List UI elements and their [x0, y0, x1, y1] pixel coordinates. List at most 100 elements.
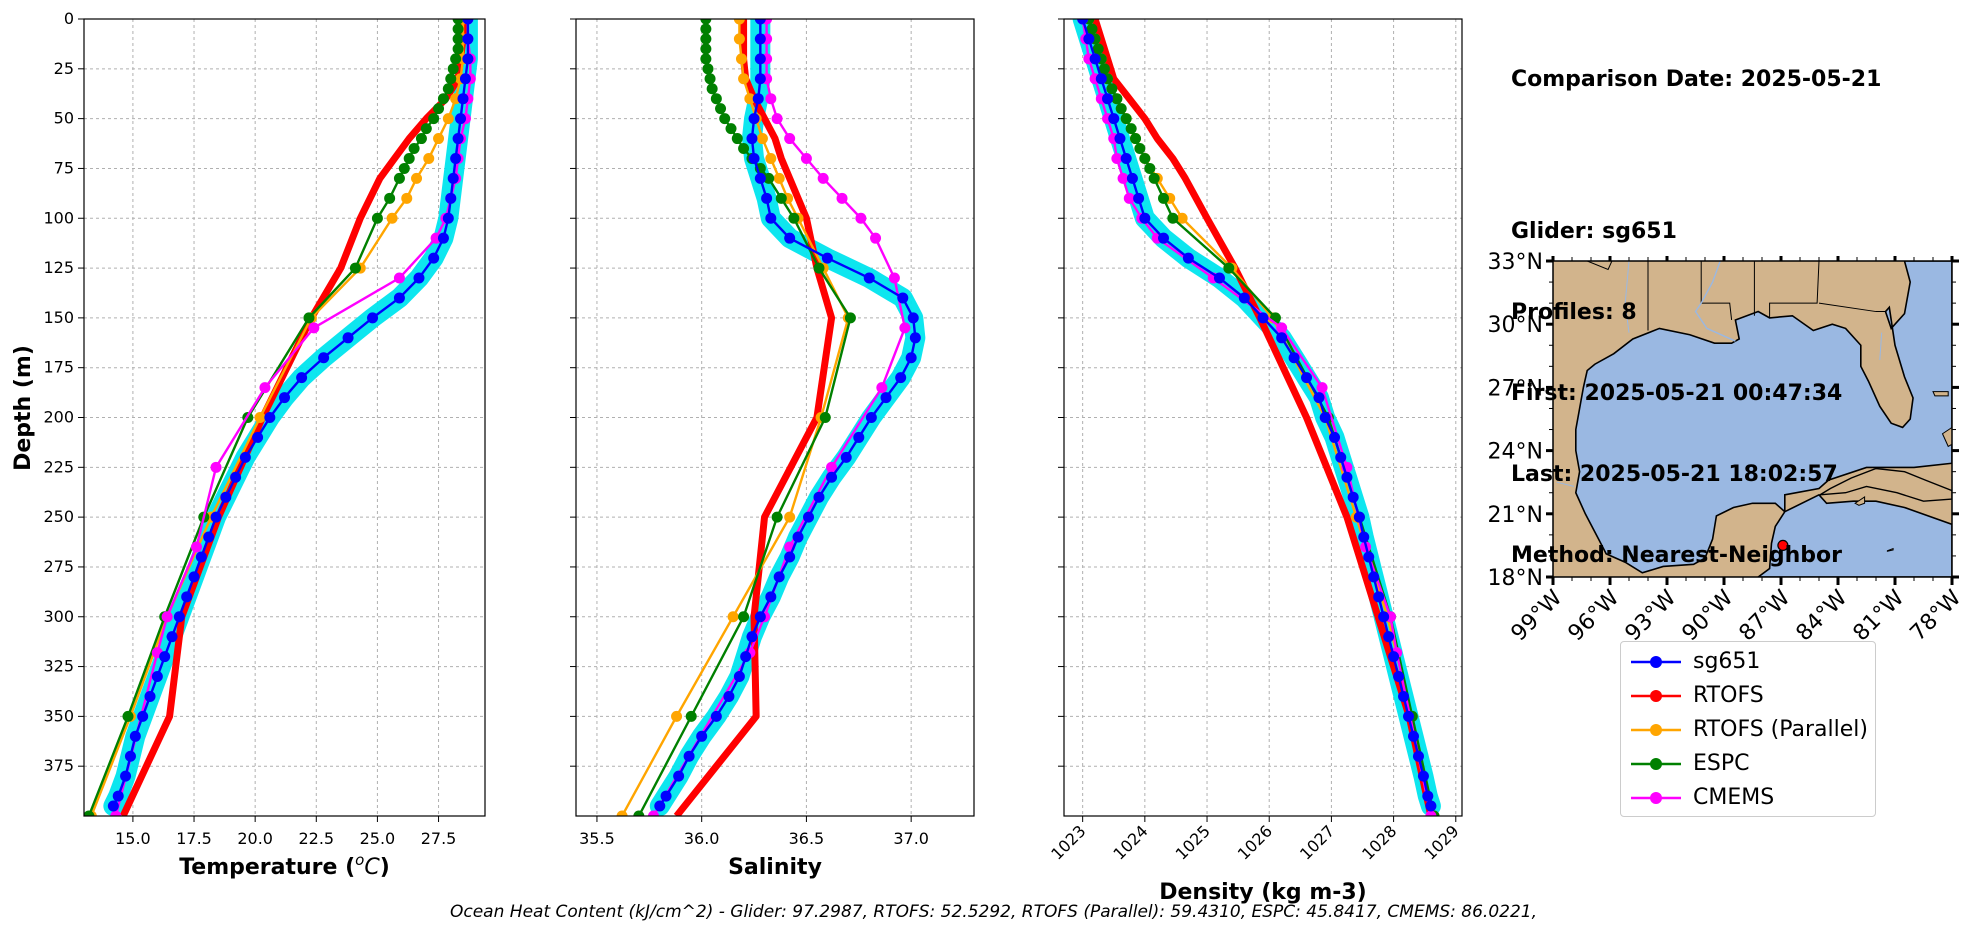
x-tick-label: 22.5	[298, 829, 334, 848]
point-espc	[447, 63, 459, 75]
series-rtofs	[673, 19, 836, 816]
point-rtofs-parallel	[671, 710, 683, 722]
legend-item-rtofs-parallel: RTOFS (Parallel)	[1621, 713, 1875, 747]
point-sg651	[462, 19, 474, 25]
point-espc	[1115, 103, 1127, 115]
state-border	[1818, 302, 1886, 313]
map-y-tick-label: 18°N	[1488, 566, 1543, 591]
point-sg651	[195, 551, 207, 563]
point-sg651	[166, 631, 178, 643]
point-sg651	[740, 651, 752, 663]
map-y-tick-label: 24°N	[1488, 440, 1543, 465]
y-tick-label: 375	[43, 756, 74, 775]
point-sg651	[1126, 172, 1138, 184]
point-sg651	[1108, 113, 1120, 125]
point-sg651	[784, 232, 796, 244]
point-sg651	[821, 252, 833, 264]
point-sg651	[907, 312, 919, 324]
point-sg651	[853, 431, 865, 443]
point-espc	[122, 710, 134, 722]
point-cmems	[648, 810, 660, 816]
point-sg651	[129, 730, 141, 742]
point-cmems	[826, 461, 838, 473]
point-espc	[393, 172, 405, 184]
point-sg651	[159, 651, 171, 663]
point-espc	[452, 19, 464, 25]
x-tick-label: 35.5	[579, 829, 615, 848]
point-sg651	[840, 451, 852, 463]
point-espc	[1158, 192, 1169, 204]
point-sg651	[188, 571, 200, 583]
point-espc	[420, 123, 432, 135]
point-cmems	[1111, 152, 1123, 164]
point-cmems	[1425, 810, 1437, 816]
point-sg651	[459, 73, 471, 85]
point-sg651	[905, 352, 917, 364]
y-tick-label: 75	[54, 158, 74, 177]
legend: sg651 RTOFS RTOFS (Parallel) ESPC CMEMS	[1620, 641, 1876, 817]
point-sg651	[181, 591, 193, 603]
point-cmems	[771, 113, 783, 125]
point-sg651	[1393, 671, 1405, 683]
point-sg651	[1182, 252, 1194, 264]
point-sg651	[1102, 93, 1114, 105]
point-sg651	[120, 770, 132, 782]
y-tick-label: 50	[54, 109, 74, 128]
point-sg651	[447, 172, 459, 184]
point-espc	[450, 53, 462, 65]
x-tick-label: 37.0	[893, 829, 929, 848]
point-rtofs-parallel	[433, 133, 445, 145]
y-tick-label: 275	[43, 557, 74, 576]
point-espc	[700, 23, 712, 35]
x-axis-label: Salinity	[728, 855, 822, 880]
point-cmems	[765, 93, 777, 105]
legend-item-espc: ESPC	[1621, 747, 1875, 781]
point-sg651	[1133, 192, 1145, 204]
point-sg651	[112, 790, 124, 802]
point-sg651	[1383, 631, 1395, 643]
point-rtofs-parallel	[616, 810, 628, 816]
point-sg651	[367, 312, 379, 324]
point-espc	[303, 312, 315, 324]
point-sg651	[137, 710, 149, 722]
point-cmems	[1316, 382, 1328, 394]
point-sg651	[1120, 152, 1132, 164]
legend-label-rtofs-parallel: RTOFS (Parallel)	[1693, 717, 1868, 742]
point-rtofs-parallel	[423, 152, 435, 164]
point-espc	[710, 93, 722, 105]
legend-marker-cmems	[1631, 792, 1681, 804]
point-sg651	[683, 750, 695, 762]
degree-o: o	[355, 851, 364, 869]
point-sg651	[765, 591, 777, 603]
series-rtofs	[1091, 19, 1435, 816]
legend-item-rtofs: RTOFS	[1621, 679, 1875, 713]
point-espc	[452, 43, 464, 55]
point-rtofs-parallel	[784, 511, 796, 523]
point-sg651	[1358, 531, 1370, 543]
point-sg651	[748, 113, 760, 125]
point-sg651	[1313, 392, 1325, 404]
legend-marker-rtofs-parallel	[1631, 724, 1681, 736]
point-espc	[738, 611, 750, 623]
river	[1556, 481, 1575, 487]
point-espc	[437, 93, 449, 105]
point-sg651	[1089, 53, 1101, 65]
x-tick-label: 27.5	[421, 829, 457, 848]
point-espc	[442, 83, 454, 95]
x-axis-label: Density (kg m-3)	[1159, 880, 1367, 905]
point-sg651	[660, 790, 672, 802]
x-tick-label: 1024	[1109, 821, 1151, 863]
point-sg651	[803, 511, 815, 523]
point-sg651	[144, 690, 156, 702]
point-cmems	[888, 272, 900, 284]
point-sg651	[203, 531, 215, 543]
point-sg651	[1407, 730, 1419, 742]
legend-item-cmems: CMEMS	[1621, 781, 1875, 815]
point-sg651	[428, 252, 440, 264]
legend-item-sg651: sg651	[1621, 645, 1875, 679]
point-cmems	[784, 133, 796, 145]
point-sg651	[1341, 471, 1353, 483]
point-espc	[1139, 152, 1151, 164]
point-espc	[771, 511, 783, 523]
point-sg651	[1412, 750, 1424, 762]
